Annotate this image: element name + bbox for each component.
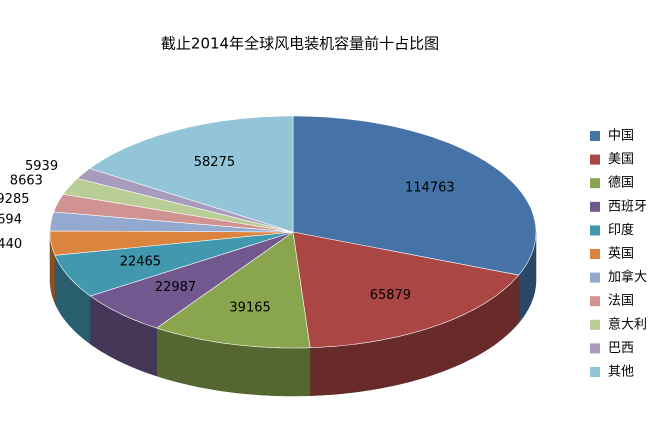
data-label: 65879 xyxy=(370,288,411,303)
legend-marker xyxy=(590,367,600,377)
legend-marker xyxy=(590,249,600,259)
legend-label: 西班牙 xyxy=(608,199,647,214)
slice xyxy=(53,193,294,233)
legend-marker xyxy=(590,201,600,212)
legend-marker xyxy=(590,131,600,141)
slice xyxy=(76,168,294,233)
legend-label: 英国 xyxy=(608,247,634,262)
data-label: 114763 xyxy=(405,180,455,195)
legend-marker xyxy=(590,225,600,236)
legend-label: 巴西 xyxy=(608,341,634,356)
data-label: 9285 xyxy=(0,192,29,207)
data-label: 12440 xyxy=(0,237,22,252)
legend-marker xyxy=(590,319,600,330)
slice xyxy=(156,231,311,349)
slice xyxy=(62,178,294,233)
slice xyxy=(292,115,537,276)
legend-label: 中国 xyxy=(608,129,634,144)
legend-label: 美国 xyxy=(608,152,634,167)
slice xyxy=(54,231,294,297)
legend-label: 法国 xyxy=(608,294,634,309)
data-label: 9694 xyxy=(0,213,22,228)
data-label: 22465 xyxy=(120,255,161,270)
legend-marker xyxy=(590,178,600,189)
slice xyxy=(49,230,294,256)
data-label: 58275 xyxy=(194,155,235,170)
chart-title: 截止2014年全球风电装机容量前十占比图 xyxy=(161,35,439,53)
legend-marker xyxy=(590,343,600,354)
slice xyxy=(292,231,520,349)
data-label: 8663 xyxy=(10,173,43,188)
slice xyxy=(89,115,294,233)
data-label: 39165 xyxy=(229,301,270,316)
legend-label: 加拿大 xyxy=(608,269,647,285)
legend-label: 意大利 xyxy=(608,316,647,332)
legend-label: 其他 xyxy=(608,365,634,380)
legend-label: 德国 xyxy=(608,176,634,191)
legend-marker xyxy=(590,154,600,165)
data-label: 5939 xyxy=(25,159,58,174)
legend-label: 印度 xyxy=(608,222,634,238)
slice xyxy=(89,231,294,329)
legend-marker xyxy=(590,272,600,283)
legend-marker xyxy=(590,296,600,307)
data-label: 22987 xyxy=(155,280,196,295)
